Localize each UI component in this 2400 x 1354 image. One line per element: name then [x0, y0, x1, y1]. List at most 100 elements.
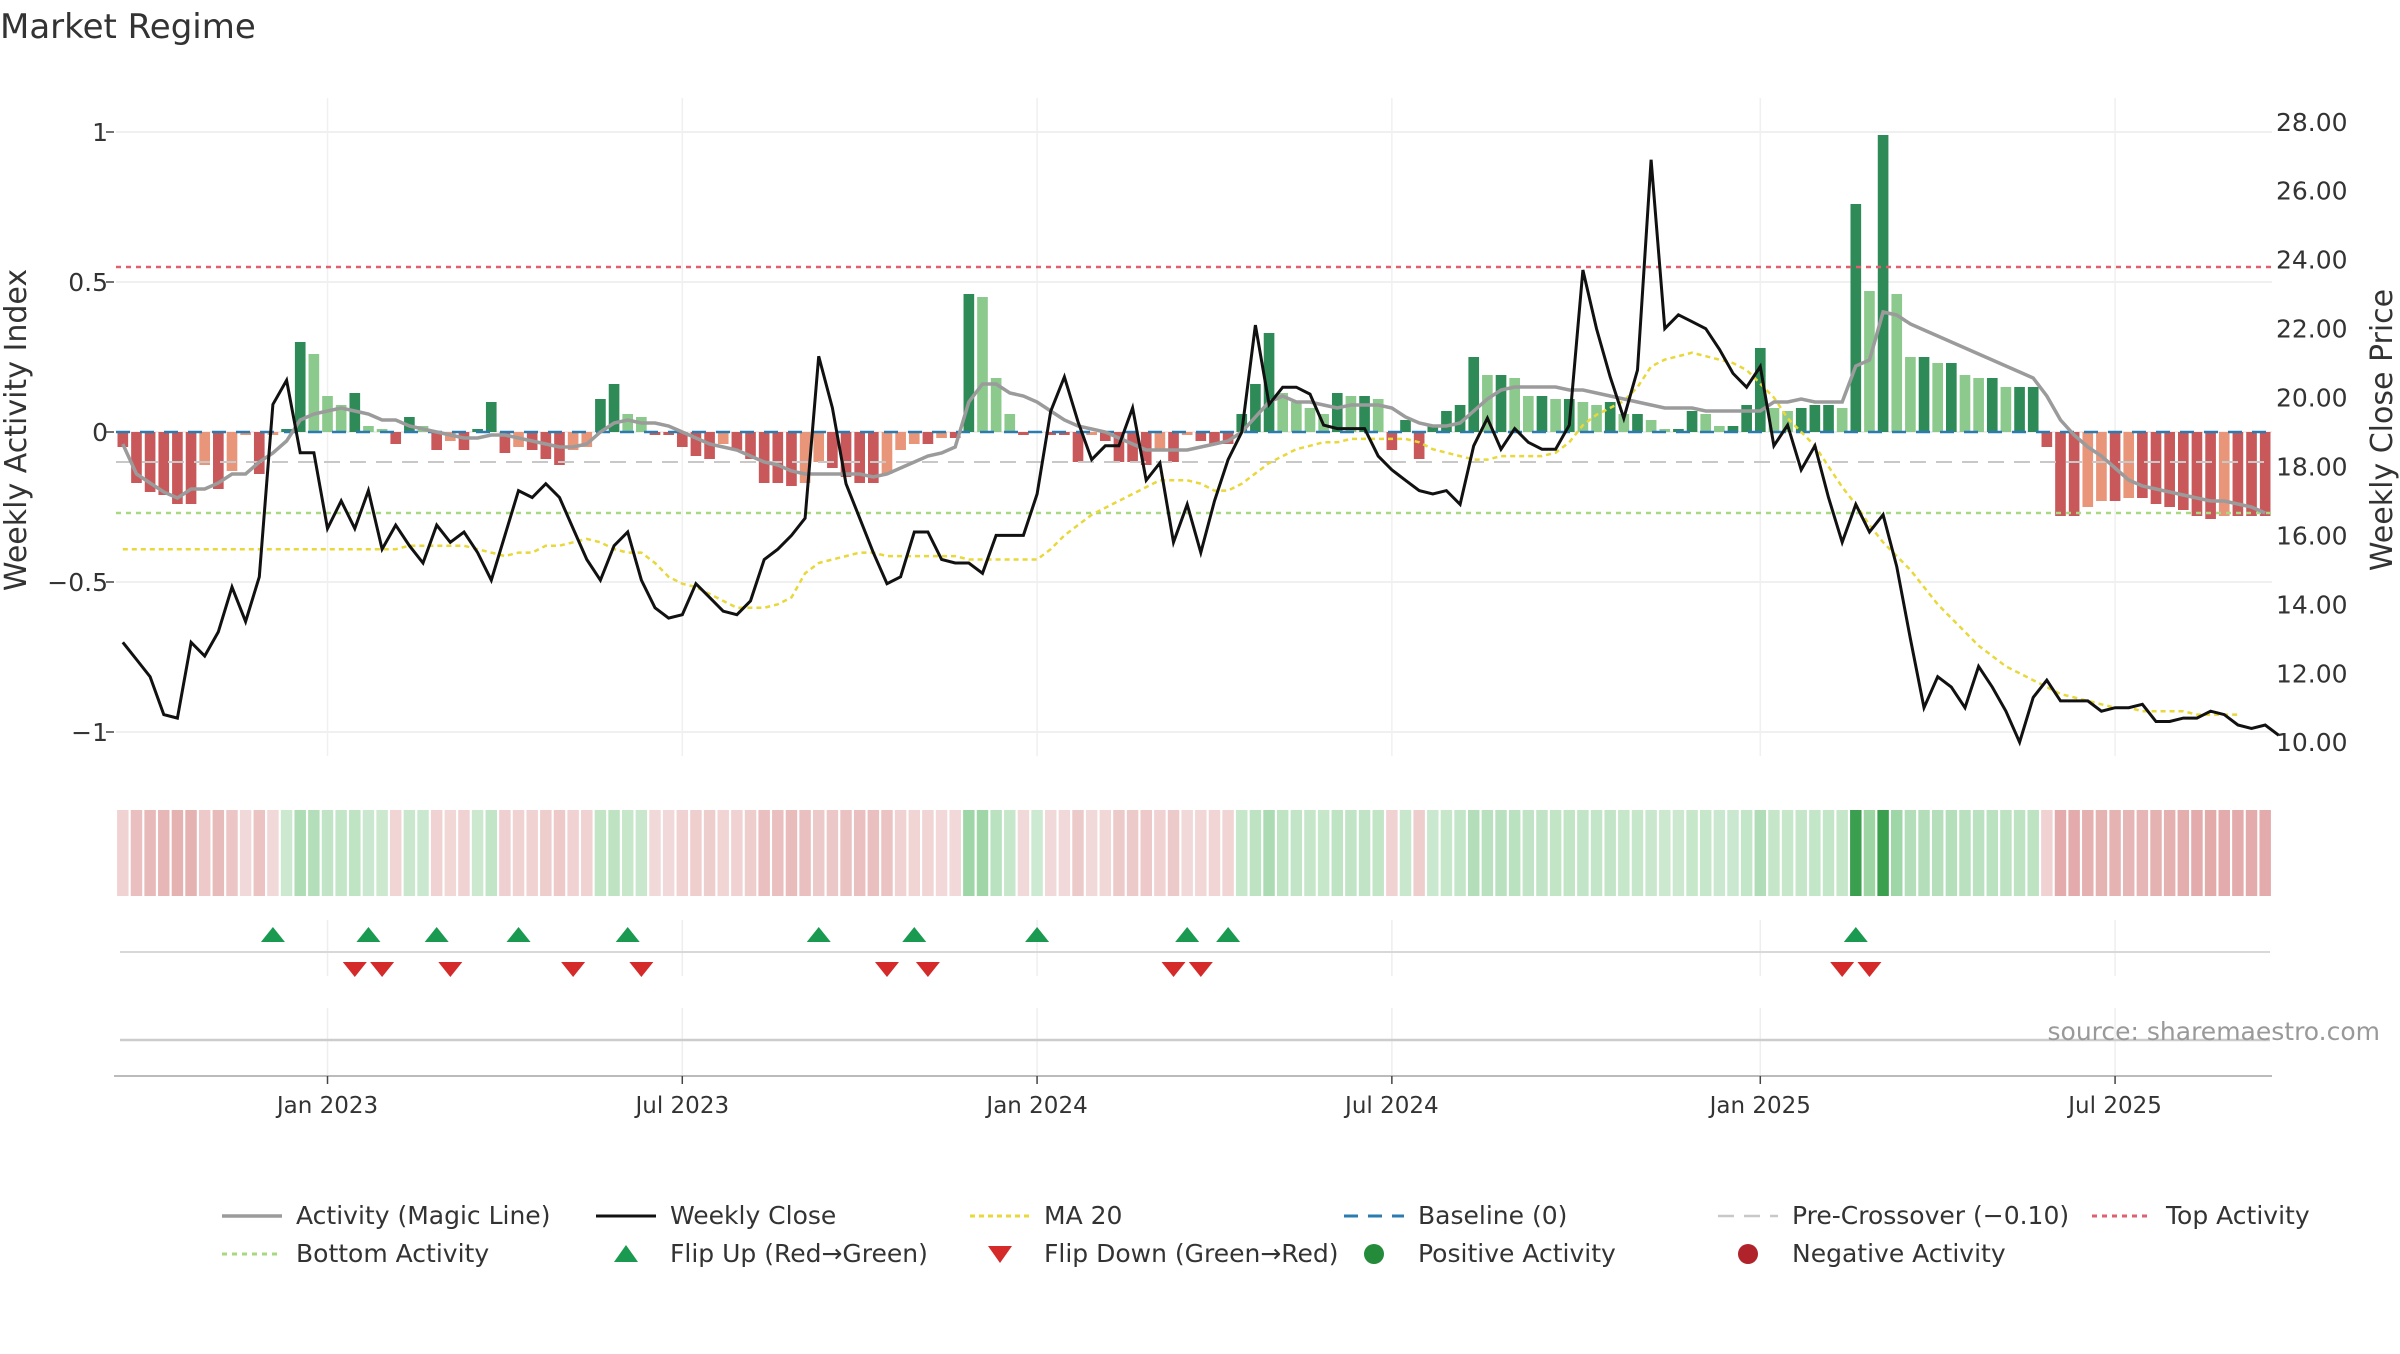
- regime-cell-123: [1795, 810, 1807, 896]
- legend-swatch-flip_up: [614, 1245, 638, 1262]
- legend-label-baseline: Baseline (0): [1418, 1201, 1567, 1230]
- activity-bar-6: [199, 432, 211, 465]
- activity-bar-123: [1795, 408, 1807, 432]
- activity-bar-36: [608, 384, 620, 432]
- regime-cell-139: [2013, 810, 2026, 896]
- regime-cell-8: [226, 810, 238, 896]
- activity-bar-102: [1509, 378, 1520, 432]
- legend-label-pre_crossover: Pre-Crossover (−0.10): [1792, 1201, 2069, 1230]
- regime-cell-113: [1659, 810, 1671, 896]
- regime-cell-37: [621, 810, 634, 896]
- regime-cell-41: [676, 810, 689, 896]
- legend-label-positive: Positive Activity: [1418, 1239, 1616, 1268]
- activity-bar-18: [363, 426, 374, 432]
- magic-line: [121, 309, 2266, 515]
- left-tick-label-3: −0.5: [47, 568, 108, 597]
- regime-cell-107: [1577, 810, 1589, 896]
- activity-bar-99: [1468, 357, 1480, 432]
- regime-cell-17: [349, 810, 361, 896]
- regime-cell-109: [1604, 810, 1616, 896]
- regime-cell-16: [335, 810, 347, 896]
- regime-cell-120: [1754, 810, 1767, 896]
- flip-down-marker-1: [370, 962, 395, 977]
- flip-down-marker-8: [1188, 962, 1213, 977]
- regime-cell-63: [976, 810, 989, 896]
- flip-up-marker-2: [424, 927, 449, 942]
- activity-bar-23: [431, 432, 442, 450]
- regime-cell-125: [1822, 810, 1835, 896]
- right-tick-label-2: 24.00: [2276, 246, 2348, 275]
- activity-bar-148: [2137, 432, 2148, 498]
- regime-cell-126: [1836, 810, 1848, 896]
- regime-cell-48: [772, 810, 784, 896]
- regime-cell-87: [1304, 810, 1316, 896]
- regime-cell-2: [144, 810, 156, 896]
- legend-label-magic_line: Activity (Magic Line): [296, 1201, 550, 1230]
- flip-up-marker-10: [1843, 927, 1868, 942]
- activity-bar-139: [2014, 387, 2025, 432]
- regime-cell-115: [1686, 810, 1698, 896]
- regime-cell-50: [799, 810, 811, 896]
- regime-cell-82: [1236, 810, 1248, 896]
- regime-cell-30: [526, 810, 538, 896]
- regime-cell-135: [1959, 810, 1971, 896]
- regime-cell-67: [1031, 810, 1043, 896]
- regime-cell-96: [1427, 810, 1439, 896]
- activity-bar-55: [868, 432, 879, 483]
- activity-bar-8: [226, 432, 238, 471]
- regime-cell-56: [881, 810, 893, 896]
- activity-bar-58: [908, 432, 920, 444]
- regime-cell-38: [635, 810, 648, 896]
- regime-cell-98: [1454, 810, 1466, 896]
- regime-cell-91: [1358, 810, 1371, 896]
- regime-cell-68: [1044, 810, 1057, 896]
- activity-bar-28: [499, 432, 511, 453]
- right-tick-label-6: 16.00: [2276, 521, 2348, 550]
- regime-cell-155: [2232, 810, 2244, 896]
- activity-bar-14: [308, 354, 320, 432]
- regime-cell-140: [2027, 810, 2039, 896]
- flip-up-marker-0: [260, 927, 285, 942]
- regime-cell-149: [2150, 810, 2162, 896]
- regime-cell-52: [826, 810, 839, 896]
- regime-cell-25: [458, 810, 470, 896]
- left-axis-label: Weekly Activity Index: [0, 269, 34, 591]
- regime-cell-47: [758, 810, 770, 896]
- activity-bar-5: [185, 432, 197, 504]
- regime-cell-42: [690, 810, 702, 896]
- activity-bar-10: [253, 432, 265, 474]
- activity-bar-105: [1550, 399, 1561, 432]
- left-tick-label-1: 0.5: [68, 268, 108, 297]
- flip-up-marker-7: [1025, 927, 1050, 942]
- regime-cell-93: [1386, 810, 1398, 896]
- reference-lines: [116, 265, 2272, 515]
- activity-bar-129: [1877, 135, 1889, 432]
- flip-up-marker-6: [902, 927, 927, 942]
- regime-cell-31: [540, 810, 552, 896]
- regime-cell-62: [963, 810, 975, 896]
- regime-cell-129: [1877, 810, 1889, 896]
- regime-cell-4: [171, 810, 184, 896]
- regime-cell-3: [158, 810, 170, 896]
- activity-bar-79: [1195, 432, 1207, 441]
- weekly-close-line: [121, 159, 2280, 747]
- legend-label-bottom_activity: Bottom Activity: [296, 1239, 489, 1268]
- activity-bar-44: [717, 432, 729, 444]
- activity-bars: [117, 135, 2271, 519]
- activity-bar-97: [1441, 411, 1452, 432]
- source-note: source: sharemaestro.com: [2048, 1017, 2381, 1046]
- activity-bar-121: [1768, 408, 1780, 432]
- flip-down-marker-6: [915, 962, 940, 977]
- legend: Activity (Magic Line) Weekly Close MA 20 Ba…: [222, 1201, 2310, 1268]
- activity-bar-151: [2177, 432, 2189, 510]
- activity-bar-25: [458, 432, 470, 450]
- activity-bar-137: [1986, 378, 1998, 432]
- regime-cell-112: [1645, 810, 1657, 896]
- regime-cell-44: [717, 810, 729, 896]
- flip-markers: [120, 920, 2270, 977]
- regime-cell-131: [1904, 810, 1917, 896]
- activity-bar-11: [267, 432, 279, 435]
- activity-bar-37: [622, 414, 634, 432]
- activity-bar-65: [1004, 414, 1016, 432]
- regime-cell-89: [1331, 810, 1344, 896]
